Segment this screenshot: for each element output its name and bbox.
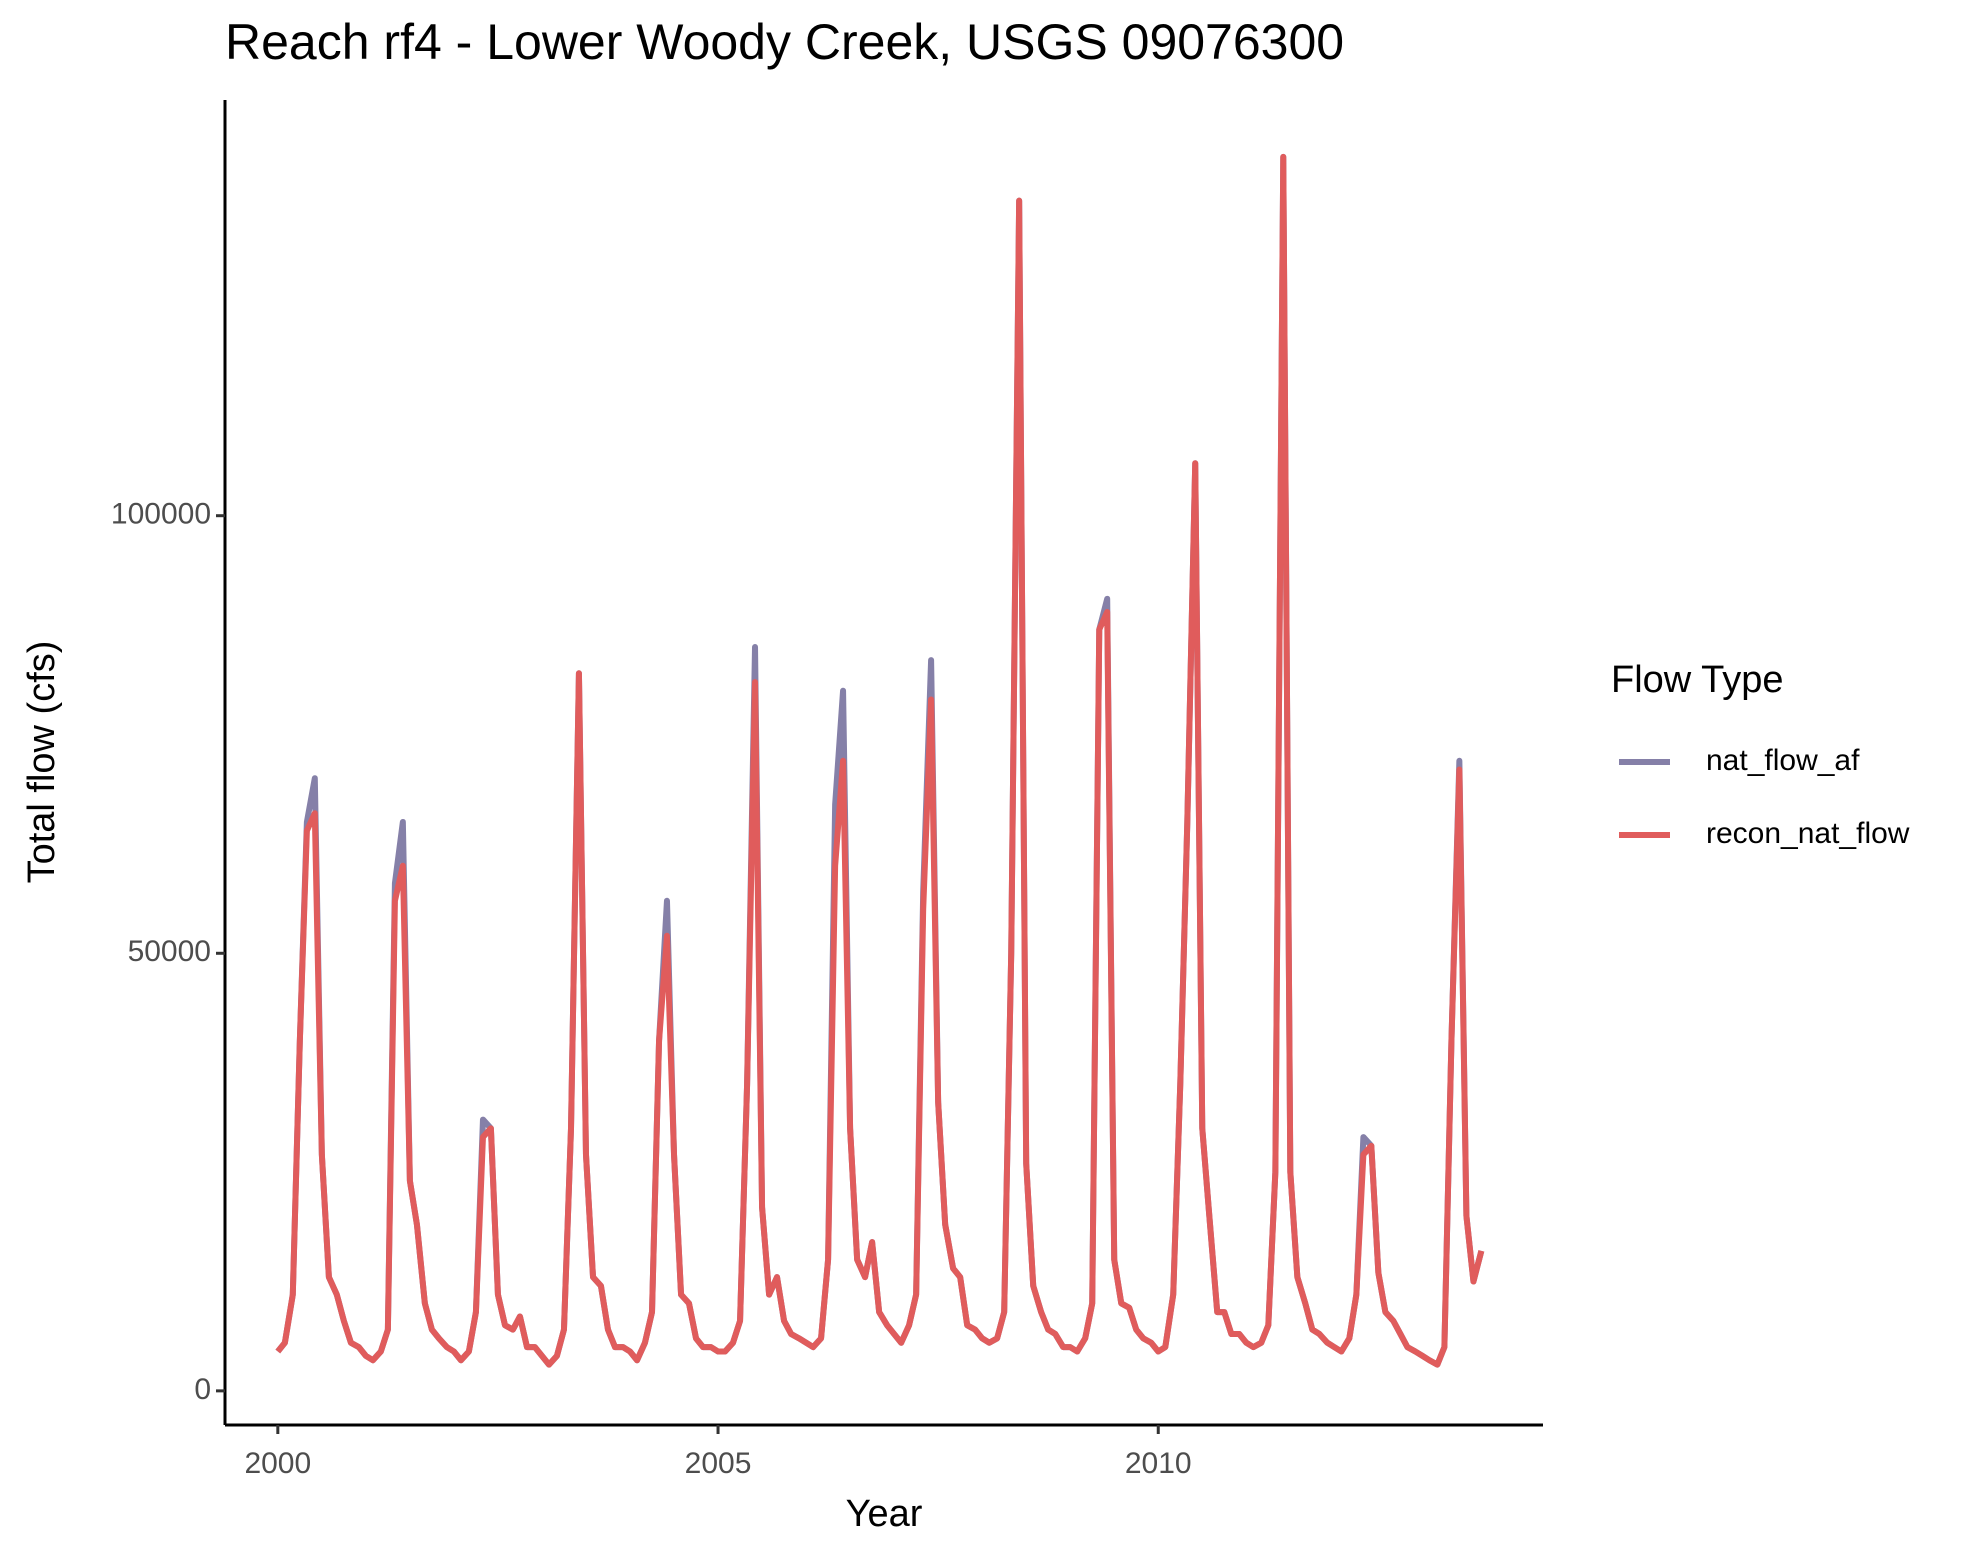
series-line [275,153,1485,1368]
y-axis-title: Total flow (cfs) [21,641,63,884]
legend-title: Flow Type [1611,659,1783,701]
legend-label: nat_flow_af [1706,744,1860,777]
y-tick-label: 50000 [128,935,211,968]
chart-title: Reach rf4 - Lower Woody Creek, USGS 0907… [225,14,1344,70]
x-tick-label: 2000 [244,1447,311,1480]
y-tick-label: 0 [194,1373,211,1406]
x-tick-label: 2005 [685,1447,752,1480]
legend-label: recon_nat_flow [1706,817,1910,850]
x-tick-label: 2010 [1125,1447,1192,1480]
x-axis-title: Year [846,1493,923,1535]
series-line [275,153,1485,1368]
y-tick-label: 100000 [111,498,211,531]
